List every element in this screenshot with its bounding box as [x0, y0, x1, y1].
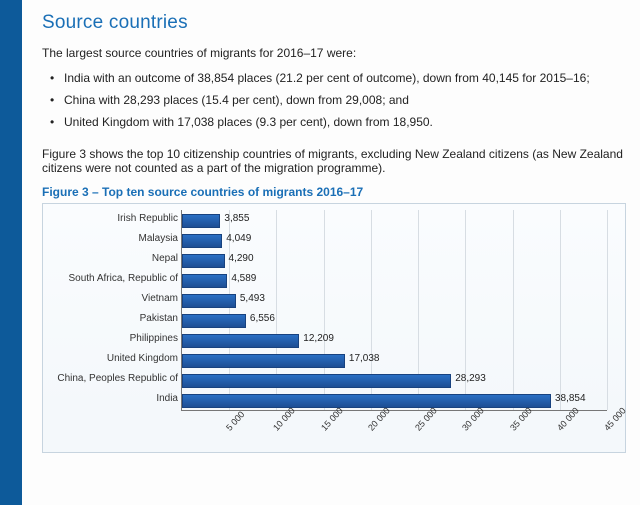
- x-tick-label: 5 000: [224, 409, 247, 432]
- bar-value-label: 6,556: [250, 313, 275, 324]
- section-title: Source countries: [42, 12, 626, 34]
- chart-row: India38,854: [182, 390, 607, 410]
- chart-row: Nepal4,290: [182, 250, 607, 270]
- bar: [182, 314, 246, 328]
- figure-intro-text: Figure 3 shows the top 10 citizenship co…: [42, 147, 626, 175]
- y-category-label: Vietnam: [44, 293, 182, 304]
- y-category-label: Pakistan: [44, 313, 182, 324]
- y-category-label: South Africa, Republic of: [44, 273, 182, 284]
- bar: [182, 274, 227, 288]
- list-item: India with an outcome of 38,854 places (…: [50, 70, 626, 92]
- bar: [182, 394, 551, 408]
- y-category-label: China, Peoples Republic of: [44, 373, 182, 384]
- chart-row: Vietnam5,493: [182, 290, 607, 310]
- bar: [182, 214, 220, 228]
- page-content: Source countries The largest source coun…: [32, 0, 634, 505]
- chart-container: Irish Republic3,855Malaysia4,049Nepal4,2…: [42, 203, 626, 453]
- bar-value-label: 3,855: [224, 213, 249, 224]
- bar-value-label: 28,293: [455, 373, 486, 384]
- figure-caption: Figure 3 – Top ten source countries of m…: [42, 185, 626, 199]
- bar: [182, 334, 299, 348]
- chart-row: China, Peoples Republic of28,293: [182, 370, 607, 390]
- chart-row: Philippines12,209: [182, 330, 607, 350]
- chart-row: United Kingdom17,038: [182, 350, 607, 370]
- chart-row: Pakistan6,556: [182, 310, 607, 330]
- bar: [182, 294, 236, 308]
- y-category-label: Irish Republic: [44, 213, 182, 224]
- bar: [182, 374, 451, 388]
- side-accent-bar: [0, 0, 22, 505]
- chart-row: Irish Republic3,855: [182, 210, 607, 230]
- bar-value-label: 5,493: [240, 293, 265, 304]
- bar-value-label: 38,854: [555, 393, 586, 404]
- gridline: [607, 210, 608, 410]
- bullet-list: India with an outcome of 38,854 places (…: [50, 70, 626, 137]
- y-category-label: United Kingdom: [44, 353, 182, 364]
- bar: [182, 234, 222, 248]
- chart-x-axis: 5 00010 00015 00020 00025 00030 00035 00…: [181, 412, 607, 448]
- chart-plot-area: Irish Republic3,855Malaysia4,049Nepal4,2…: [181, 210, 607, 411]
- y-category-label: India: [44, 393, 182, 404]
- bar-value-label: 17,038: [349, 353, 380, 364]
- y-category-label: Malaysia: [44, 233, 182, 244]
- chart-row: South Africa, Republic of4,589: [182, 270, 607, 290]
- chart-row: Malaysia4,049: [182, 230, 607, 250]
- intro-text: The largest source countries of migrants…: [42, 46, 626, 60]
- bar: [182, 354, 345, 368]
- bar-value-label: 12,209: [303, 333, 334, 344]
- bar: [182, 254, 225, 268]
- list-item: China with 28,293 places (15.4 per cent)…: [50, 92, 626, 114]
- y-category-label: Philippines: [44, 333, 182, 344]
- bar-value-label: 4,589: [231, 273, 256, 284]
- bar-value-label: 4,049: [226, 233, 251, 244]
- y-category-label: Nepal: [44, 253, 182, 264]
- list-item: United Kingdom with 17,038 places (9.3 p…: [50, 114, 626, 136]
- bar-value-label: 4,290: [229, 253, 254, 264]
